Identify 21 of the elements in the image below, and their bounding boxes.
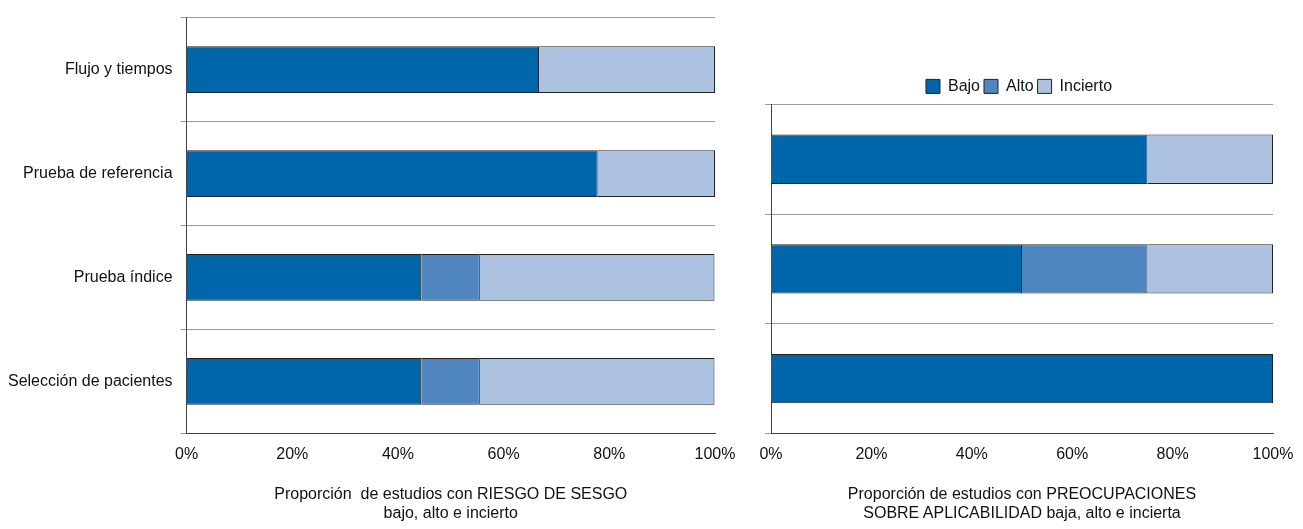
legend-label: Bajo bbox=[947, 76, 981, 94]
x-tick-label: 100% bbox=[1252, 445, 1294, 463]
x-tick-label: 0% bbox=[174, 445, 199, 463]
x-tick-label: 20% bbox=[855, 445, 888, 463]
x-tick-label: 40% bbox=[381, 445, 414, 463]
y-tick-label: Prueba de referencia bbox=[23, 163, 173, 181]
legend-label: Incierto bbox=[1059, 76, 1113, 94]
legend-label: Alto bbox=[1005, 76, 1034, 94]
x-tick-label: 60% bbox=[1056, 445, 1089, 463]
y-tick-label: Prueba índice bbox=[73, 267, 173, 285]
x-axis-title: Proporción de estudios con RIESGO DE SESGO bajo, alto e incierto bbox=[274, 484, 628, 521]
y-tick-label: Selección de pacientes bbox=[7, 371, 173, 389]
x-tick-label: 20% bbox=[276, 445, 309, 463]
y-tick-label: Flujo y tiempos bbox=[64, 59, 173, 77]
x-tick-label: 0% bbox=[759, 445, 783, 463]
x-tick-label: 60% bbox=[487, 445, 520, 463]
x-tick-label: 80% bbox=[1156, 445, 1189, 463]
x-axis-title: Proporción de estudios con PREOCUPACIONES SOBRE APLICABILIDAD baja, alto e incierta bbox=[847, 484, 1197, 521]
x-tick-label: 100% bbox=[694, 445, 736, 463]
x-tick-label: 40% bbox=[955, 445, 988, 463]
x-tick-label: 80% bbox=[593, 445, 626, 463]
